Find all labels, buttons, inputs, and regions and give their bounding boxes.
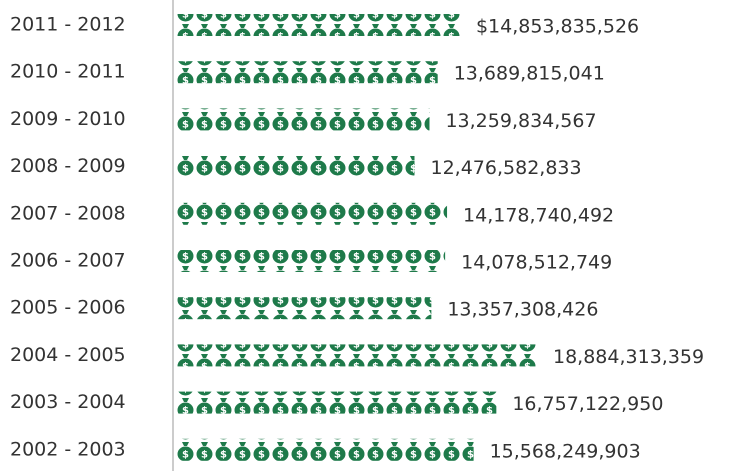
value-label: 14,078,512,749	[461, 252, 612, 274]
bar	[176, 155, 415, 178]
bar	[176, 61, 438, 84]
y-tick-label: 2008 - 2009	[10, 155, 126, 177]
value-label: 12,476,582,833	[431, 157, 582, 179]
value-label: 15,568,249,903	[490, 440, 641, 462]
bar	[176, 108, 430, 131]
y-tick-label: 2010 - 2011	[10, 61, 126, 83]
y-tick-label: 2005 - 2006	[10, 297, 126, 319]
bar	[176, 202, 448, 225]
value-label: 18,884,313,359	[553, 346, 704, 368]
value-label: 16,757,122,950	[512, 393, 663, 415]
y-tick-label: 2007 - 2008	[10, 202, 126, 224]
y-tick-label: 2003 - 2004	[10, 391, 126, 413]
y-tick-label: 2011 - 2012	[10, 14, 126, 36]
bar	[176, 344, 537, 367]
y-tick-label: 2004 - 2005	[10, 344, 126, 366]
bar	[176, 297, 432, 320]
value-label: 13,357,308,426	[447, 299, 598, 321]
bar	[176, 14, 460, 36]
bar	[176, 250, 446, 272]
bar	[176, 391, 497, 414]
value-label: 13,259,834,567	[445, 110, 596, 132]
y-tick-label: 2006 - 2007	[10, 250, 126, 272]
y-tick-label: 2009 - 2010	[10, 108, 126, 130]
y-tick-label: 2002 - 2003	[10, 438, 126, 460]
value-label: $14,853,835,526	[476, 16, 639, 38]
value-label: 14,178,740,492	[463, 204, 614, 226]
value-label: 13,689,815,041	[454, 63, 605, 85]
bar	[176, 438, 474, 461]
